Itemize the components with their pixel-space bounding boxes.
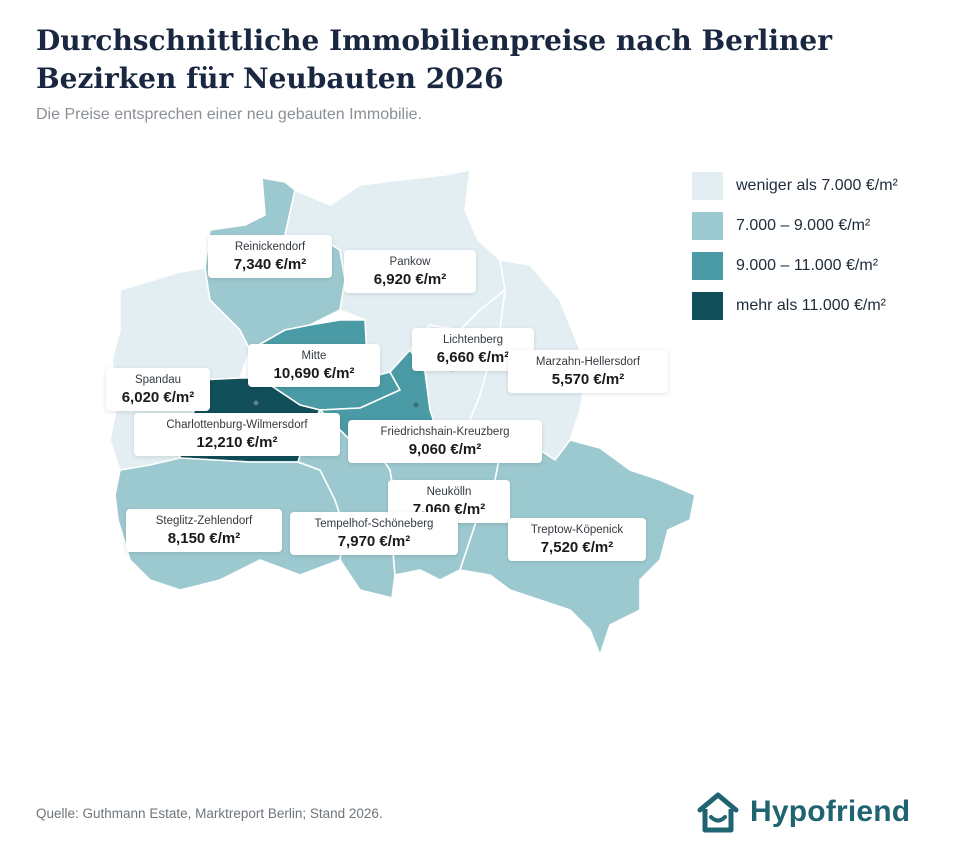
district-price: 7,520 €/m² [540, 539, 614, 556]
legend-label: weniger als 7.000 €/m² [736, 177, 898, 194]
district-name: Friedrichshain-Kreuzberg [380, 426, 510, 438]
page-title: Durchschnittliche Immobilienpreise nach … [36, 24, 832, 95]
district-label-pankow: Pankow 6,920 €/m² [344, 250, 476, 293]
legend-swatch [692, 172, 723, 200]
district-price: 12,210 €/m² [196, 434, 278, 451]
district-name: Pankow [389, 256, 431, 268]
district-name: Spandau [134, 374, 182, 386]
district-label-reinickendorf: Reinickendorf 7,340 €/m² [208, 235, 332, 278]
district-price: 6,020 €/m² [121, 389, 195, 406]
district-label-charlottenburg-wilmersdorf: Charlottenburg-Wilmersdorf 12,210 €/m² [134, 413, 340, 456]
legend: weniger als 7.000 €/m² 7.000 – 9.000 €/m… [692, 172, 898, 332]
legend-item: weniger als 7.000 €/m² [692, 172, 898, 200]
district-price: 7,970 €/m² [337, 533, 411, 550]
district-label-treptow-koepenick: Treptow-Köpenick 7,520 €/m² [508, 518, 646, 561]
district-name: Marzahn-Hellersdorf [535, 356, 641, 368]
district-label-tempelhof-schoeneberg: Tempelhof-Schöneberg 7,970 €/m² [290, 512, 458, 555]
district-marker [413, 402, 419, 408]
district-name: Neukölln [426, 486, 472, 498]
page-subtitle: Die Preise entsprechen einer neu gebaute… [36, 106, 423, 123]
district-price: 6,660 €/m² [436, 349, 510, 366]
legend-item: 9.000 – 11.000 €/m² [692, 252, 898, 280]
district-name: Charlottenburg-Wilmersdorf [166, 419, 308, 431]
legend-swatch [692, 252, 723, 280]
brand-logo: Hypofriend [696, 790, 910, 834]
district-label-steglitz-zehlendorf: Steglitz-Zehlendorf 8,150 €/m² [126, 509, 282, 552]
district-label-friedrichshain-kreuzberg: Friedrichshain-Kreuzberg 9,060 €/m² [348, 420, 542, 463]
legend-label: 7.000 – 9.000 €/m² [736, 217, 871, 234]
district-price: 6,920 €/m² [373, 271, 447, 288]
district-label-spandau: Spandau 6,020 €/m² [106, 368, 210, 411]
district-name: Treptow-Köpenick [530, 524, 624, 536]
legend-label: 9.000 – 11.000 €/m² [736, 257, 879, 274]
legend-swatch [692, 212, 723, 240]
legend-item: mehr als 11.000 €/m² [692, 292, 898, 320]
district-label-mitte: Mitte 10,690 €/m² [248, 344, 380, 387]
district-price: 10,690 €/m² [273, 365, 355, 382]
house-smile-icon [697, 792, 739, 833]
brand-name: Hypofriend [750, 795, 911, 828]
district-marker [253, 400, 259, 406]
district-name: Lichtenberg [442, 334, 504, 346]
district-price: 9,060 €/m² [408, 441, 482, 458]
source-note: Quelle: Guthmann Estate, Marktreport Ber… [36, 806, 383, 821]
legend-item: 7.000 – 9.000 €/m² [692, 212, 898, 240]
district-name: Tempelhof-Schöneberg [314, 518, 434, 530]
district-name: Reinickendorf [234, 241, 306, 253]
district-name: Steglitz-Zehlendorf [155, 515, 253, 527]
district-label-lichtenberg: Lichtenberg 6,660 €/m² [412, 328, 534, 371]
district-price: 7,340 €/m² [233, 256, 307, 273]
legend-swatch [692, 292, 723, 320]
district-name: Mitte [301, 350, 327, 362]
district-price: 8,150 €/m² [167, 530, 241, 547]
district-price: 5,570 €/m² [551, 371, 625, 388]
legend-label: mehr als 11.000 €/m² [736, 297, 886, 314]
district-label-marzahn-hellersdorf: Marzahn-Hellersdorf 5,570 €/m² [508, 350, 668, 393]
